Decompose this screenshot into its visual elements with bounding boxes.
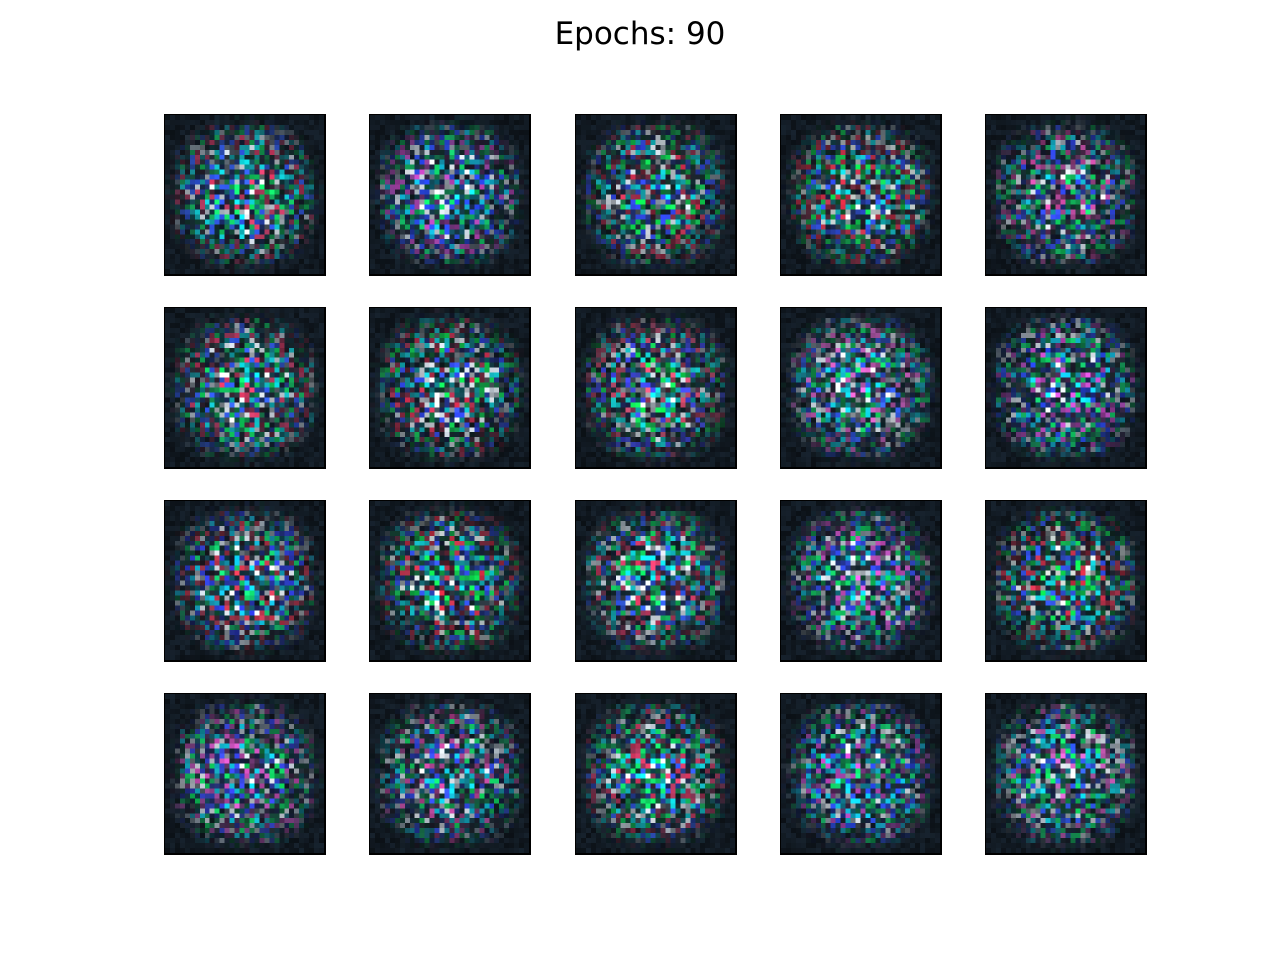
generated-sample-10 bbox=[985, 307, 1147, 469]
sample-image bbox=[165, 694, 324, 853]
sample-image bbox=[781, 115, 940, 274]
generated-sample-14 bbox=[780, 500, 942, 662]
generated-sample-13 bbox=[575, 500, 737, 662]
sample-image bbox=[370, 501, 529, 660]
sample-image bbox=[370, 694, 529, 853]
sample-image bbox=[986, 308, 1145, 467]
generated-sample-18 bbox=[575, 693, 737, 855]
sample-image bbox=[986, 115, 1145, 274]
sample-image bbox=[370, 115, 529, 274]
sample-image bbox=[165, 308, 324, 467]
generated-sample-15 bbox=[985, 500, 1147, 662]
sample-image bbox=[165, 501, 324, 660]
generated-sample-2 bbox=[369, 114, 531, 276]
generated-sample-4 bbox=[780, 114, 942, 276]
sample-image bbox=[781, 308, 940, 467]
generated-sample-5 bbox=[985, 114, 1147, 276]
generated-sample-8 bbox=[575, 307, 737, 469]
sample-image bbox=[370, 308, 529, 467]
sample-image bbox=[781, 501, 940, 660]
sample-image bbox=[576, 501, 735, 660]
generated-sample-11 bbox=[164, 500, 326, 662]
generated-sample-3 bbox=[575, 114, 737, 276]
generated-sample-9 bbox=[780, 307, 942, 469]
sample-image bbox=[986, 501, 1145, 660]
sample-image bbox=[165, 115, 324, 274]
sample-image bbox=[576, 115, 735, 274]
generated-sample-12 bbox=[369, 500, 531, 662]
generated-sample-19 bbox=[780, 693, 942, 855]
generated-sample-6 bbox=[164, 307, 326, 469]
sample-image bbox=[781, 694, 940, 853]
generated-sample-20 bbox=[985, 693, 1147, 855]
sample-image bbox=[576, 308, 735, 467]
sample-image bbox=[986, 694, 1145, 853]
generated-sample-7 bbox=[369, 307, 531, 469]
generated-sample-17 bbox=[369, 693, 531, 855]
generated-sample-16 bbox=[164, 693, 326, 855]
sample-image bbox=[576, 694, 735, 853]
generated-sample-1 bbox=[164, 114, 326, 276]
figure-title: Epochs: 90 bbox=[554, 16, 726, 52]
